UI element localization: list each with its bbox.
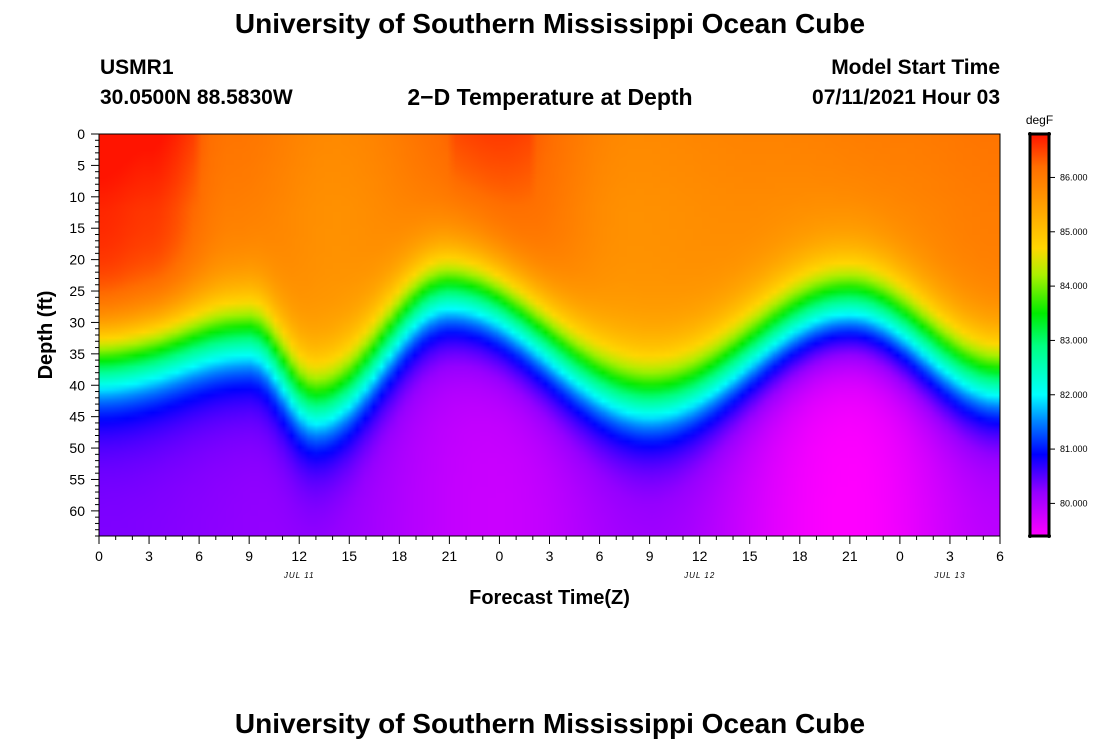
page-title-bottom: University of Southern Mississippi Ocean…	[234, 708, 866, 739]
colorbar-unit: degF	[1026, 113, 1053, 127]
x-tick-label: 15	[341, 548, 357, 564]
colorbar-corner-marker	[1028, 132, 1032, 136]
station-coordinates: 30.0500N 88.5830W	[100, 86, 293, 109]
y-tick-label: 55	[69, 471, 85, 487]
colorbar-tick-label: 86.000	[1060, 172, 1088, 182]
y-tick-label: 60	[69, 503, 85, 519]
y-tick-label: 15	[69, 220, 85, 236]
colorbar-tick-label: 80.000	[1060, 498, 1088, 508]
x-tick-label: 12	[291, 548, 307, 564]
x-tick-label: 6	[195, 548, 203, 564]
y-tick-label: 30	[69, 314, 85, 330]
x-tick-label: 21	[842, 548, 858, 564]
x-tick-label: 3	[145, 548, 153, 564]
x-tick-label: 6	[996, 548, 1004, 564]
x-tick-label: 0	[496, 548, 504, 564]
x-tick-label: 6	[596, 548, 604, 564]
x-tick-label: 9	[245, 548, 253, 564]
colorbar-tick-label: 83.000	[1060, 335, 1088, 345]
y-tick-label: 0	[77, 126, 85, 142]
colorbar-tick-label: 82.000	[1060, 390, 1088, 400]
y-tick-label: 5	[77, 157, 85, 173]
date-label: JUL 13	[933, 571, 965, 580]
date-label: JUL 12	[683, 571, 715, 580]
x-tick-label: 0	[896, 548, 904, 564]
plot-title: 2−D Temperature at Depth	[407, 84, 693, 110]
colorbar-corner-marker	[1028, 534, 1032, 538]
y-tick-label: 40	[69, 377, 85, 393]
date-label: JUL 11	[283, 571, 315, 580]
x-tick-label: 21	[442, 548, 458, 564]
x-tick-label: 18	[792, 548, 808, 564]
y-tick-label: 20	[69, 252, 85, 268]
x-tick-label: 9	[646, 548, 654, 564]
colorbar-corner-marker	[1047, 132, 1051, 136]
temperature-heatmap	[99, 134, 1000, 536]
y-tick-label: 35	[69, 346, 85, 362]
y-tick-label: 50	[69, 440, 85, 456]
x-tick-label: 12	[692, 548, 708, 564]
y-tick-label: 10	[69, 189, 85, 205]
y-tick-label: 25	[69, 283, 85, 299]
y-axis-title: Depth (ft)	[35, 291, 57, 380]
colorbar-tick-label: 81.000	[1060, 444, 1088, 454]
x-tick-label: 0	[95, 548, 103, 564]
model-start-label: Model Start Time	[831, 56, 1000, 79]
station-id: USMR1	[100, 56, 174, 79]
x-tick-label: 15	[742, 548, 758, 564]
colorbar-tick-label: 84.000	[1060, 281, 1088, 291]
colorbar	[1028, 132, 1051, 538]
colorbar-tick-label: 85.000	[1060, 227, 1088, 237]
x-tick-label: 3	[546, 548, 554, 564]
x-axis-title: Forecast Time(Z)	[469, 587, 630, 609]
page-title-top: University of Southern Mississippi Ocean…	[234, 8, 866, 39]
x-tick-label: 3	[946, 548, 954, 564]
y-tick-label: 45	[69, 409, 85, 425]
x-tick-label: 18	[392, 548, 408, 564]
model-start-value: 07/11/2021 Hour 03	[812, 86, 1000, 109]
colorbar-corner-marker	[1047, 534, 1051, 538]
